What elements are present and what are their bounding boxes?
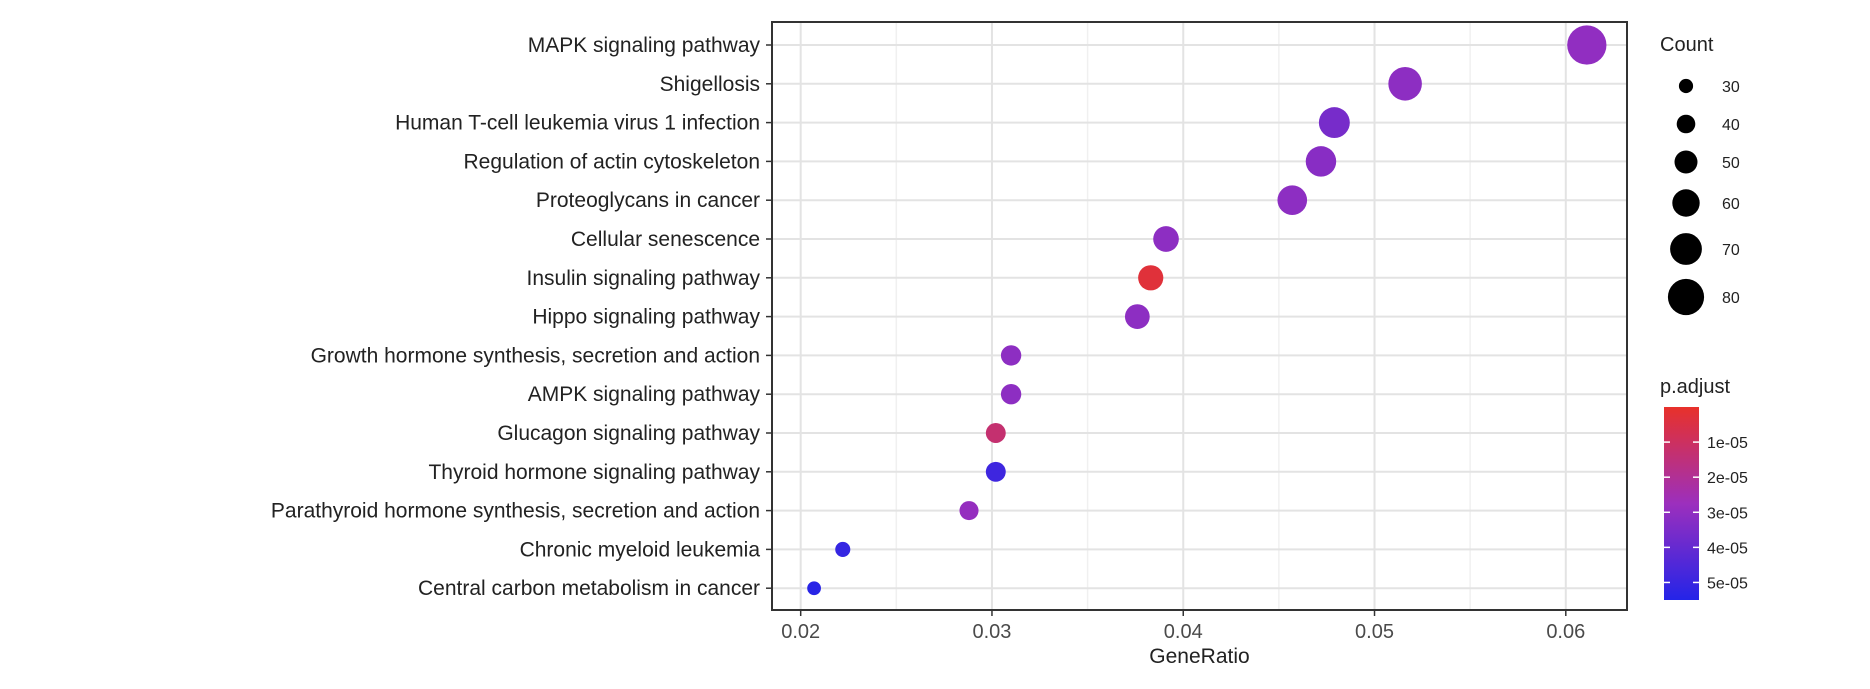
- y-tick-label: Chronic myeloid leukemia: [520, 538, 761, 561]
- size-legend-dot: [1667, 278, 1705, 316]
- color-legend-label: 5e-05: [1707, 575, 1748, 592]
- data-point: [959, 501, 979, 521]
- x-axis-title: GeneRatio: [1149, 645, 1249, 668]
- x-tick-label: 0.06: [1546, 621, 1585, 643]
- size-legend-dot: [1676, 114, 1696, 134]
- y-tick-label: MAPK signaling pathway: [528, 34, 761, 57]
- size-legend-dot: [1674, 150, 1698, 174]
- color-legend-label: 1e-05: [1707, 435, 1748, 452]
- size-legend-label: 70: [1722, 242, 1740, 259]
- y-tick-label: Parathyroid hormone synthesis, secretion…: [271, 500, 760, 523]
- y-tick-label: Central carbon metabolism in cancer: [418, 577, 760, 600]
- color-legend-label: 4e-05: [1707, 540, 1748, 557]
- data-point: [807, 581, 821, 596]
- size-legend-label: 50: [1722, 155, 1740, 172]
- size-legend-dot: [1670, 233, 1702, 265]
- y-tick-label: Growth hormone synthesis, secretion and …: [311, 344, 760, 367]
- color-bar: [1664, 407, 1699, 600]
- y-tick-label: Human T-cell leukemia virus 1 infection: [395, 112, 760, 135]
- y-axis: MAPK signaling pathway Shigellosis Human T…: [271, 34, 772, 600]
- size-legend-label: 40: [1722, 117, 1740, 134]
- data-point: [1138, 265, 1164, 291]
- count-size-legend: Count 30 40 50 60 70 80: [1660, 34, 1740, 316]
- data-point: [835, 541, 851, 557]
- data-point: [1305, 146, 1337, 177]
- data-point: [1000, 384, 1022, 405]
- x-tick-label: 0.02: [781, 621, 820, 643]
- x-tick-label: 0.05: [1355, 621, 1394, 643]
- x-tick-label: 0.04: [1164, 621, 1203, 643]
- x-tick-label: 0.03: [972, 621, 1011, 643]
- color-legend-label: 2e-05: [1707, 470, 1748, 487]
- data-point: [1124, 304, 1150, 329]
- y-tick-label: Hippo signaling pathway: [532, 306, 760, 329]
- y-tick-label: Thyroid hormone signaling pathway: [428, 461, 760, 484]
- data-point: [1000, 345, 1022, 366]
- color-legend-title: p.adjust: [1660, 376, 1730, 398]
- y-tick-label: AMPK signaling pathway: [528, 383, 761, 406]
- x-axis: 0.02 0.03 0.04 0.05 0.06: [781, 610, 1585, 643]
- data-point: [1567, 25, 1607, 65]
- y-tick-label: Regulation of actin cytoskeleton: [463, 150, 760, 173]
- size-legend-dot: [1678, 78, 1694, 94]
- y-tick-label: Proteoglycans in cancer: [536, 189, 760, 212]
- data-point: [985, 461, 1006, 482]
- size-legend-label: 30: [1722, 79, 1740, 96]
- size-legend-title: Count: [1660, 34, 1714, 56]
- y-tick-label: Shigellosis: [660, 73, 760, 96]
- color-legend-label: 3e-05: [1707, 505, 1748, 522]
- data-point: [985, 423, 1006, 443]
- size-legend-label: 80: [1722, 290, 1740, 307]
- p-adjust-color-legend: p.adjust 1e-05 2e-05 3e-05 4e-05 5e-05: [1660, 376, 1748, 600]
- y-tick-label: Cellular senescence: [571, 228, 760, 251]
- y-tick-label: Glucagon signaling pathway: [497, 422, 760, 445]
- y-tick-label: Insulin signaling pathway: [527, 267, 761, 290]
- data-point: [1277, 185, 1308, 215]
- data-point: [1318, 107, 1350, 139]
- plot-panel: [771, 21, 1628, 611]
- data-point: [1388, 67, 1422, 101]
- size-legend-label: 60: [1722, 196, 1740, 213]
- size-legend-dot: [1672, 189, 1700, 217]
- data-point: [1153, 226, 1179, 252]
